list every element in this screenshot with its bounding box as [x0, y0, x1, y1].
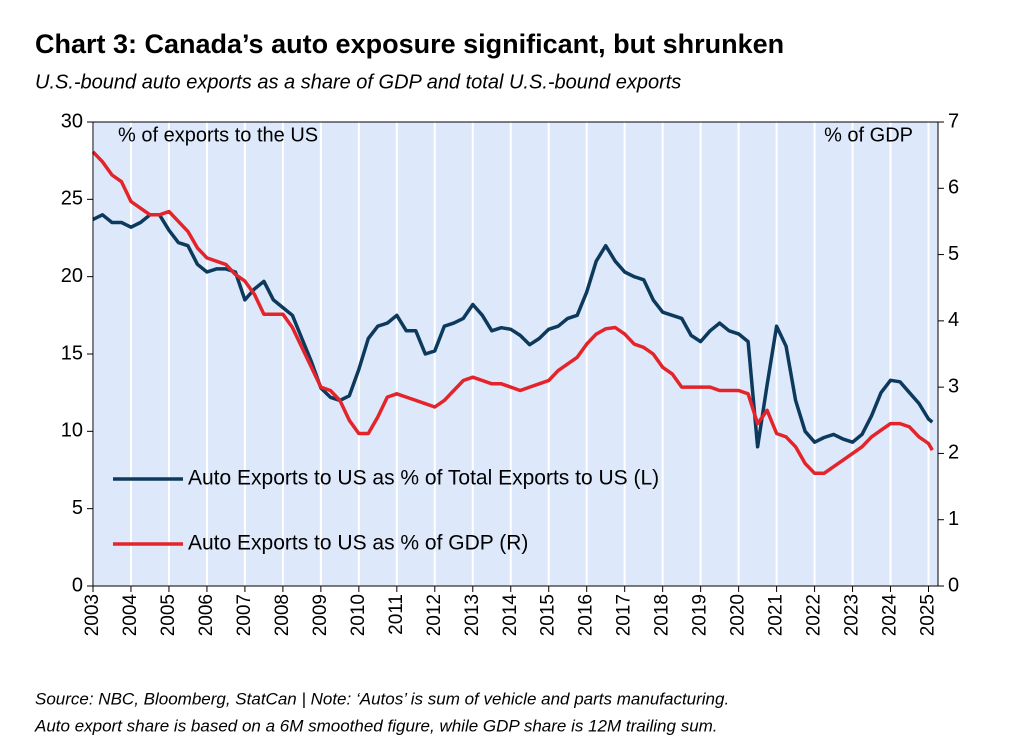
source-note: Source: NBC, Bloomberg, StatCan | Note: …	[35, 689, 729, 708]
x-tick-label: 2013	[462, 594, 483, 636]
x-tick-label: 2005	[158, 594, 179, 636]
source-note: Auto export share is based on a 6M smoot…	[34, 716, 718, 735]
y-tick-label: 25	[61, 188, 83, 210]
x-tick-label: 2011	[386, 594, 407, 635]
y2-tick-label: 1	[948, 508, 959, 530]
y-tick-label: 15	[61, 342, 83, 364]
legend-label: Auto Exports to US as % of Total Exports…	[188, 467, 659, 490]
x-tick-label: 2009	[310, 594, 331, 636]
x-tick-label: 2019	[690, 594, 711, 636]
x-tick-label: 2021	[766, 594, 787, 636]
x-tick-label: 2017	[614, 594, 635, 636]
series-line	[91, 150, 934, 476]
chart-title: Chart 3: Canada’s auto exposure signific…	[35, 29, 784, 59]
y2-tick-label: 2	[948, 442, 959, 464]
y2-tick-label: 5	[948, 243, 959, 265]
x-tick-label: 2015	[538, 594, 559, 636]
x-tick-label: 2007	[234, 594, 255, 636]
x-tick-label: 2010	[348, 594, 369, 636]
y-tick-label: 5	[72, 497, 83, 519]
x-tick-label: 2012	[424, 594, 445, 636]
x-tick-label: 2003	[82, 594, 103, 636]
x-tick-label: 2004	[120, 594, 141, 637]
y-axis-label: % of exports to the US	[118, 124, 318, 146]
y-tick-label: 0	[72, 574, 83, 596]
y2-tick-label: 3	[948, 375, 959, 397]
y-tick-label: 30	[61, 110, 83, 132]
y2-tick-label: 0	[948, 574, 959, 596]
chart-subtitle: U.S.-bound auto exports as a share of GD…	[35, 71, 681, 93]
x-tick-label: 2022	[804, 594, 825, 636]
x-tick-label: 2018	[652, 594, 673, 636]
y-tick-label: 20	[61, 265, 83, 287]
x-tick-label: 2016	[576, 594, 597, 636]
y2-tick-label: 7	[948, 110, 959, 132]
x-tick-label: 2006	[196, 594, 217, 636]
y2-tick-label: 6	[948, 177, 959, 199]
x-tick-label: 2020	[728, 594, 749, 636]
plot-background	[93, 122, 938, 586]
x-tick-label: 2025	[918, 594, 939, 636]
y2-tick-label: 4	[948, 309, 959, 331]
legend-label: Auto Exports to US as % of GDP (R)	[188, 532, 528, 555]
y-tick-label: 10	[61, 420, 83, 442]
x-tick-label: 2023	[842, 594, 863, 636]
y2-axis-label: % of GDP	[824, 124, 913, 146]
x-tick-label: 2024	[880, 594, 901, 637]
x-tick-label: 2008	[272, 594, 293, 636]
x-tick-label: 2014	[500, 594, 521, 637]
